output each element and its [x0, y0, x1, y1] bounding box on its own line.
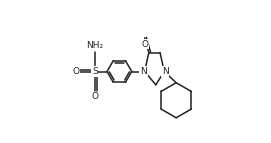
Text: N: N: [162, 67, 169, 76]
Text: O: O: [72, 67, 79, 76]
Text: S: S: [92, 67, 98, 76]
Text: O: O: [91, 92, 98, 101]
Text: NH₂: NH₂: [86, 41, 104, 50]
Text: O: O: [141, 40, 148, 49]
Text: N: N: [140, 67, 147, 76]
